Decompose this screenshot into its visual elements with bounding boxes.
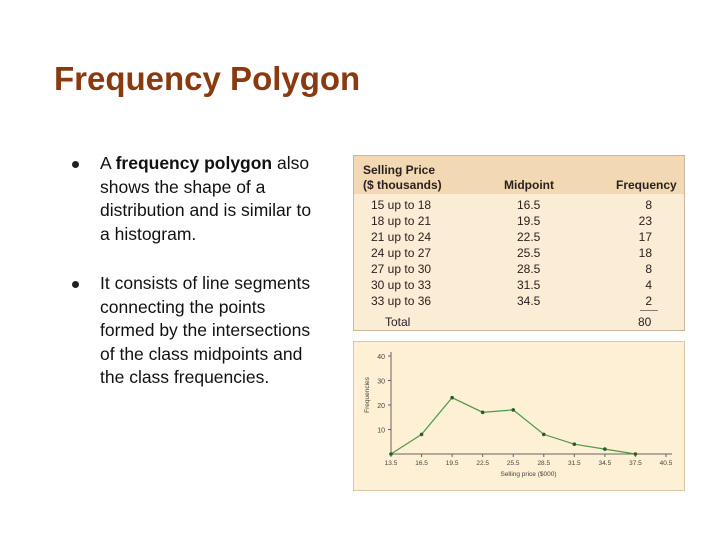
table-cell-frequency: 8 [645,262,652,276]
table-cell-frequency: 2 [645,294,652,308]
frequency-polygon-chart: 10 20 30 40 13.5 16.5 19.5 22.5 25.5 28.5 31.5 34.5… [353,341,685,491]
x-tick-label: 40.5 [660,460,673,467]
bullet-dot-icon [72,281,79,288]
total-label: Total [385,315,411,329]
bullet-text-pre: A [100,153,116,173]
x-axis-label: Selling price ($000) [500,471,556,478]
table-cell-midpoint: 31.5 [517,278,541,292]
x-tick-label: 34.5 [599,460,612,467]
y-tick-label: 20 [377,403,385,410]
x-tick-label: 22.5 [476,460,489,467]
table-cell-class: 24 up to 27 [371,246,432,260]
table-cell-frequency: 23 [638,214,652,228]
slide-title: Frequency Polygon [54,60,361,97]
header-selling-price: Selling Price [363,163,436,177]
x-tick-label: 13.5 [385,460,398,467]
data-point [541,432,546,437]
bullet-item: A frequency polygon also shows the shape… [72,152,322,246]
table-cell-frequency: 4 [645,278,652,292]
header-midpoint: Midpoint [504,178,554,192]
y-tick-label: 10 [377,428,385,435]
data-point [419,432,424,437]
bullet-item: It consists of line segments connecting … [72,272,322,390]
header-thousands: ($ thousands) [363,178,442,192]
x-tick-label: 37.5 [629,460,642,467]
table-cell-midpoint: 25.5 [517,246,541,260]
table-cell-midpoint: 19.5 [517,214,541,228]
chart-svg: 10 20 30 40 13.5 16.5 19.5 22.5 25.5 28.5 31.5 34.5… [364,352,673,478]
bullet-text-bold: frequency polygon [115,153,273,173]
table-cell-midpoint: 28.5 [517,262,541,276]
header-frequency: Frequency [616,178,677,192]
data-point [603,447,607,451]
data-point [572,442,577,446]
table-cell-class: 33 up to 36 [371,294,432,308]
x-tick-label: 16.5 [415,460,428,467]
table-header [354,156,684,194]
y-tick-label: 40 [377,354,385,361]
x-tick-label: 25.5 [507,460,520,467]
bullet-dot-icon [72,161,79,168]
bullet-text-post: also shows the shape of a distribution a… [100,153,312,244]
table-cell-midpoint: 16.5 [517,198,541,212]
table-cell-class: 30 up to 33 [371,278,432,292]
x-tick-label: 31.5 [568,460,581,467]
bullet-text-pre: It consists of line segments connecting … [100,273,311,387]
table-cell-class: 15 up to 18 [371,198,432,212]
table-cell-class: 27 up to 30 [371,262,432,276]
table-cell-frequency: 17 [638,230,652,244]
table-cell-frequency: 8 [645,198,652,212]
x-tick-label: 19.5 [446,460,459,467]
data-point [511,408,516,412]
y-tick-label: 30 [377,379,385,386]
bullet-list: A frequency polygon also shows the shape… [72,152,322,416]
data-point [389,452,393,456]
table-cell-midpoint: 34.5 [517,294,541,308]
table-cell-midpoint: 22.5 [517,230,541,244]
data-point [633,452,638,456]
total-value: 80 [638,315,652,329]
series-line [390,396,636,455]
y-axis-label: Frequencies [364,376,371,413]
total-rule [640,310,658,311]
table-cell-class: 18 up to 21 [371,214,432,228]
data-point [450,395,454,400]
x-tick-label: 28.5 [537,460,550,467]
table-cell-class: 21 up to 24 [371,230,432,244]
table-cell-frequency: 18 [638,246,652,260]
data-point [480,410,485,415]
frequency-table: Selling Price ($ thousands) Midpoint Fre… [353,155,685,331]
